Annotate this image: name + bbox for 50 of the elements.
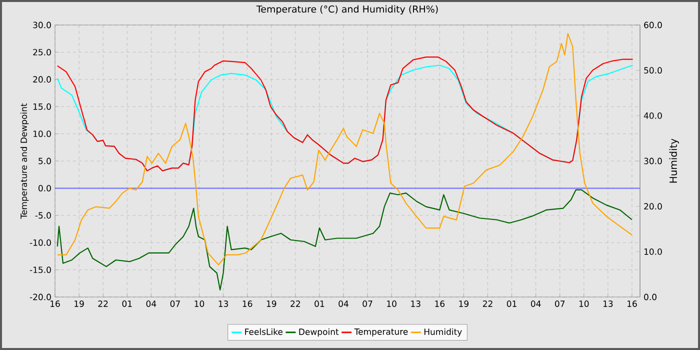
y-tick-label: -15.0: [30, 266, 51, 274]
x-tick-label: 13: [411, 300, 420, 307]
x-tick-label: 10: [387, 300, 396, 307]
legend-label: Dewpoint: [299, 328, 339, 337]
x-tick-label: 04: [530, 300, 541, 307]
y-axis-title: Temperature and Dewpoint: [20, 103, 29, 219]
x-tick-label: 01: [506, 300, 516, 307]
y2-tick-label: 20.0: [644, 203, 662, 210]
x-tick-label: 22: [290, 300, 300, 307]
y-tick-label: 20.0: [33, 76, 51, 83]
x-tick-label: 07: [555, 300, 565, 307]
legend-label: Temperature: [354, 328, 408, 336]
x-tick-label: 10: [194, 300, 204, 307]
y-tick-label: -20.0: [30, 294, 51, 300]
x-tick-label: 04: [146, 300, 156, 307]
y2-tick-label: 60.0: [644, 22, 662, 28]
x-tick-label: 13: [603, 300, 613, 307]
y-tick-label: 30.0: [33, 22, 51, 28]
legend-label: FeelsLike: [245, 328, 282, 335]
y2-tick-label: 40.0: [644, 112, 662, 119]
y-tick-label: 10.0: [33, 130, 51, 138]
x-tick-label: 16: [628, 300, 637, 307]
x-tick-label: 16: [50, 300, 60, 307]
x-tick-label: 01: [122, 300, 132, 307]
x-tick-label: 10: [579, 300, 589, 307]
y2-tick-label: 30.0: [644, 158, 662, 164]
x-tick-label: 19: [266, 300, 276, 307]
y-tick-label: 15.0: [33, 103, 51, 110]
x-tick-label: 13: [218, 300, 228, 307]
y-tick-label: -5.0: [35, 212, 51, 219]
y-tick-label: -10.0: [30, 239, 51, 246]
x-tick-label: 19: [459, 300, 469, 307]
legend-label: Humidity: [424, 328, 462, 337]
y2-tick-label: 10.0: [644, 248, 662, 255]
x-tick-label: 22: [482, 300, 492, 307]
x-tick-label: 16: [435, 300, 445, 307]
y-tick-label: 25.0: [33, 48, 51, 56]
y-tick-label: 5.0: [38, 158, 51, 164]
chart-title: Temperature (°C) and Humidity (RH%): [256, 5, 438, 14]
x-tick-label: 19: [74, 300, 84, 307]
y2-axis-title: Humidity: [669, 138, 679, 183]
x-tick-label: 22: [98, 300, 108, 307]
x-tick-label: 16: [242, 300, 252, 307]
y2-tick-label: 50.0: [644, 67, 662, 74]
x-tick-label: 01: [314, 300, 324, 307]
y-tick-label: 0.0: [38, 184, 51, 192]
y2-tick-label: 0.0: [644, 294, 656, 300]
x-tick-label: 07: [362, 300, 372, 307]
x-tick-label: 04: [338, 300, 348, 307]
x-tick-label: 07: [170, 300, 180, 307]
